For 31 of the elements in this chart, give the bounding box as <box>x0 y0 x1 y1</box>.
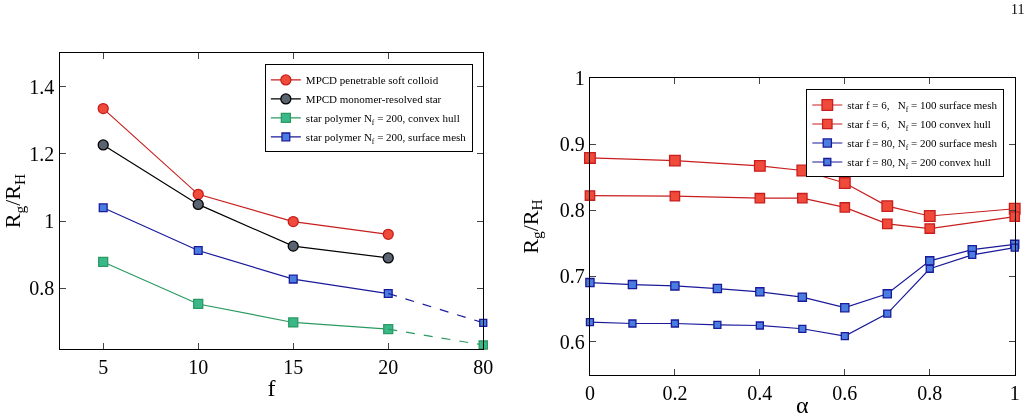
y-tick-label: 0.8 <box>559 199 585 222</box>
y-tick-label: 1.4 <box>29 75 55 98</box>
legend-label: star f = 6, N$_{f}$ = 100 convex hull <box>847 118 991 133</box>
y-tick-label: 1 <box>574 67 585 90</box>
y-tick-label: 1 <box>44 210 55 233</box>
x-tick-label: 0.4 <box>747 382 773 405</box>
legend-label: MPCD penetrable soft colloid <box>305 74 439 87</box>
x-tick-label: 0 <box>584 382 595 405</box>
x-axis-title: f <box>267 375 276 402</box>
x-tick-label: 10 <box>188 356 209 379</box>
x-tick-label: 15 <box>283 356 304 379</box>
x-tick-label: 80 <box>473 356 494 379</box>
y-tick-label: 0.8 <box>29 277 55 300</box>
legend-label: MPCD monomer-resolved star <box>305 93 442 106</box>
y-tick-label: 1.2 <box>29 142 55 165</box>
legend-label: star f = 80, N$_{f}$ = 200 surface mesh <box>847 137 998 152</box>
x-tick-label: 1 <box>1009 382 1020 405</box>
x-tick-label: 5 <box>98 356 109 379</box>
legend-label: star f = 6, N$_{f}$ = 100 surface mesh <box>847 99 998 114</box>
y-tick-label: 0.7 <box>559 265 585 288</box>
legend-label: star polymer N$_{f}$ = 200, surface mesh <box>305 131 467 146</box>
x-tick-label: 20 <box>378 356 399 379</box>
legend-label: star polymer N$_{f}$ = 200, convex hull <box>305 112 460 127</box>
x-tick-label: 0.6 <box>832 382 858 405</box>
y-tick-label: 0.6 <box>559 330 585 353</box>
x-axis-title: α <box>796 392 810 418</box>
x-tick-label: 0.8 <box>917 382 943 405</box>
x-tick-label: 0.2 <box>662 382 688 405</box>
legend-label: star f = 80, N$_{f}$ = 200 convex hull <box>847 156 991 171</box>
y-tick-label: 0.9 <box>559 133 585 156</box>
text: 11 <box>1011 2 1025 17</box>
